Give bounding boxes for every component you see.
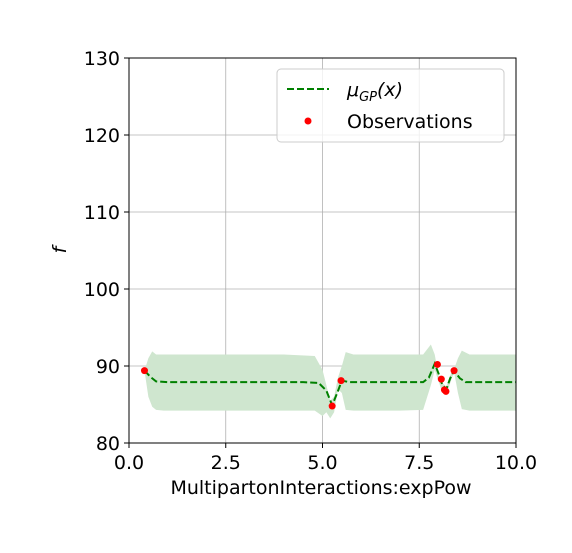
y-tick-label-5: 130 (84, 48, 120, 70)
legend-observations-label: Observations (347, 111, 473, 133)
x-tick-label-0: 0.0 (114, 452, 144, 474)
observation-point-2 (338, 377, 345, 384)
y-tick-label-2: 100 (84, 279, 120, 301)
observation-point-4 (438, 376, 445, 383)
observation-point-6 (442, 388, 449, 395)
y-tick-label-1: 90 (96, 356, 120, 378)
x-tick-label-4: 10.0 (495, 452, 537, 474)
observation-point-1 (329, 403, 336, 410)
observation-point-7 (451, 367, 458, 374)
x-tick-label-3: 7.5 (404, 452, 434, 474)
x-axis-label: MultipartonInteractions:expPow (170, 477, 471, 499)
y-tick-label-0: 80 (96, 433, 120, 455)
legend: μGP(x) Observations (277, 69, 504, 142)
observation-point-0 (141, 367, 148, 374)
x-tick-label-2: 5.0 (307, 452, 337, 474)
legend-observation-marker (305, 118, 312, 125)
y-tick-label-3: 110 (84, 202, 120, 224)
y-tick-label-4: 120 (84, 125, 120, 147)
observation-point-3 (434, 361, 441, 368)
x-tick-label-1: 2.5 (211, 452, 241, 474)
